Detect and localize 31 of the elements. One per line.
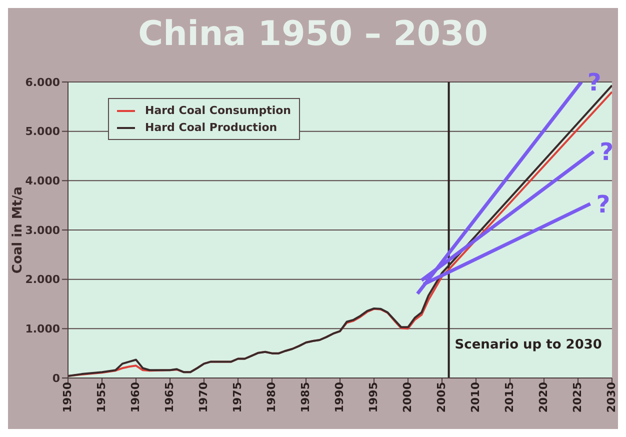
x-tick-label: 1950	[60, 382, 74, 413]
y-tick-label: 1.000	[25, 322, 60, 336]
x-tick-label: 1985	[298, 382, 312, 413]
x-tick-label: 1990	[332, 382, 346, 413]
x-tick-label: 1975	[230, 382, 244, 413]
x-tick-label: 2030	[604, 382, 618, 413]
x-tick-label: 1980	[264, 382, 278, 413]
y-tick-label: 6.000	[25, 76, 60, 89]
annotation: ?	[600, 138, 614, 166]
x-tick-label: 1965	[162, 382, 176, 413]
y-tick-label: 3.000	[25, 224, 60, 237]
x-tick-label: 2010	[468, 382, 482, 413]
y-tick-label: 0	[52, 372, 60, 385]
x-tick-label: 1960	[128, 382, 142, 413]
legend-label: Hard Coal Consumption	[144, 103, 292, 119]
x-tick-label: 1970	[196, 382, 210, 413]
annotation: ?	[596, 190, 610, 218]
y-axis-title: Coal in Mt/a	[10, 186, 26, 274]
x-tick-label: 2015	[502, 382, 516, 413]
y-tick-label: 4.000	[25, 174, 60, 188]
ref-line-label: Scenario up to 2030	[454, 337, 602, 352]
y-tick-label: 5.000	[25, 125, 60, 138]
chart-title: China 1950 – 2030	[137, 13, 489, 56]
legend-label: Hard Coal Production	[144, 120, 278, 136]
y-tick-label: 2.000	[25, 273, 60, 286]
x-tick-label: 2000	[400, 382, 414, 413]
x-tick-label: 1955	[94, 382, 108, 413]
x-tick-label: 2020	[536, 382, 550, 413]
x-tick-label: 2025	[570, 382, 584, 413]
x-tick-label: 1995	[366, 382, 380, 413]
x-tick-label: 2005	[434, 382, 448, 413]
